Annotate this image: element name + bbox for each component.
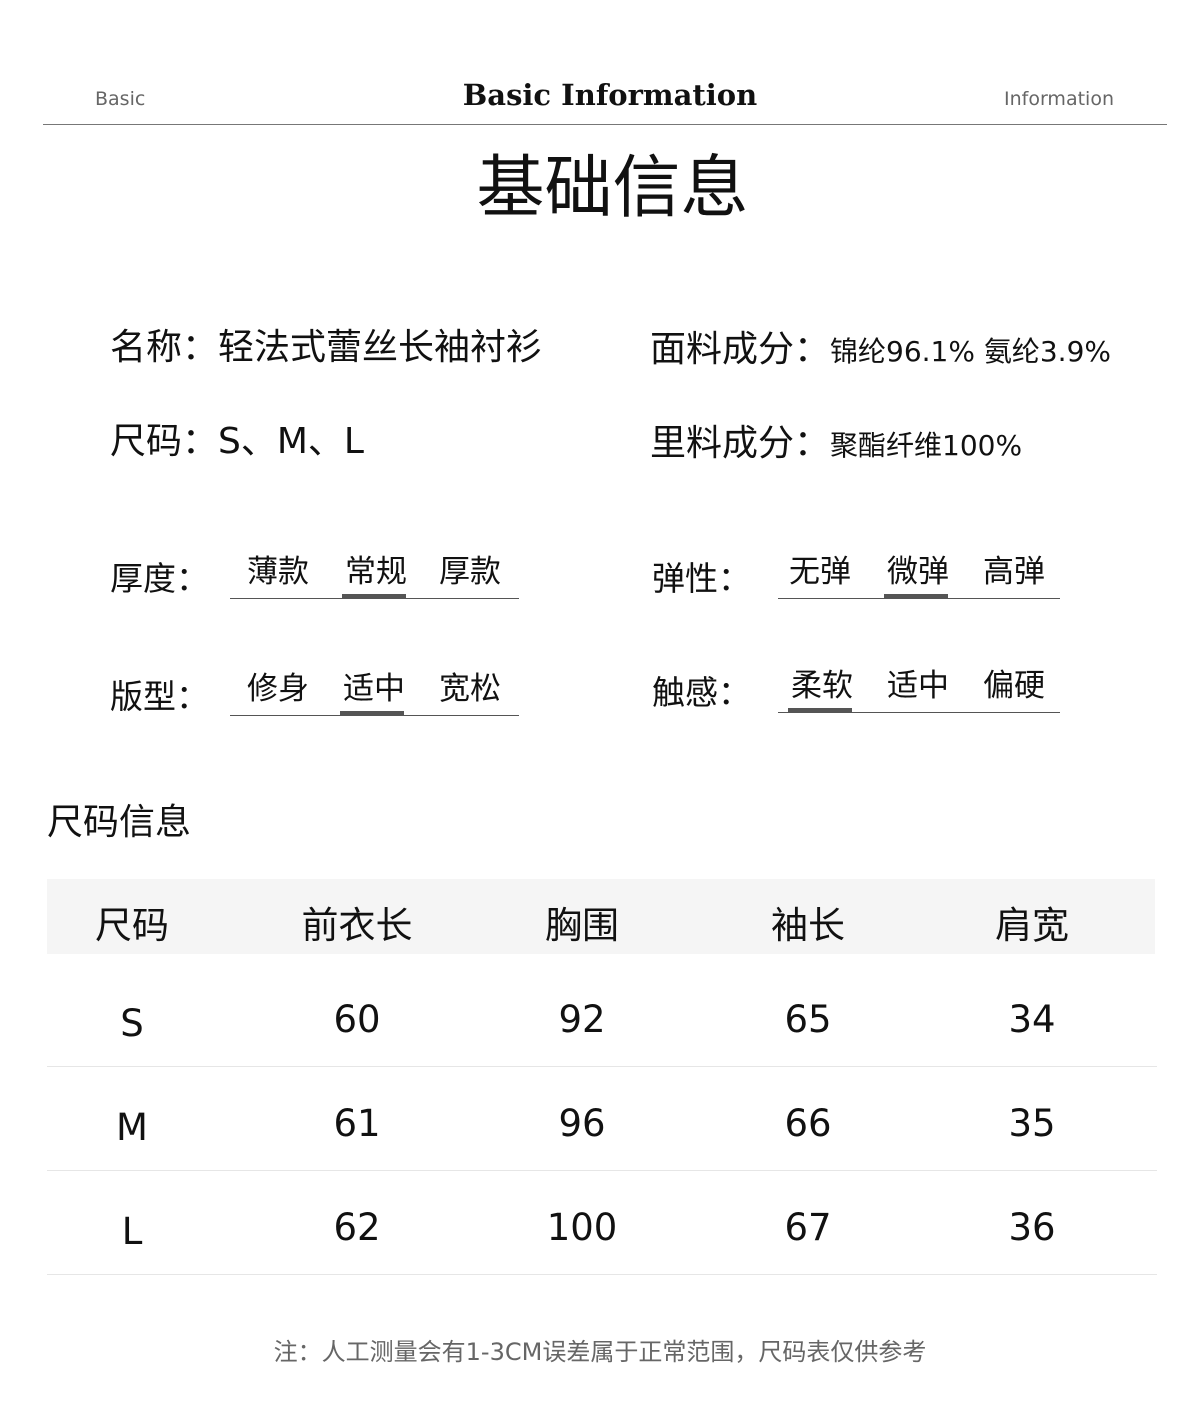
scale-option: 偏硬 xyxy=(983,668,1045,704)
table-cell: M xyxy=(116,1106,148,1149)
scale-selected-marker xyxy=(788,708,852,713)
info-label: 尺码： xyxy=(110,421,219,462)
table-cell: 62 xyxy=(333,1206,381,1249)
table-cell: 96 xyxy=(558,1102,606,1145)
scale-elasticity: 无弹 微弹 高弹 xyxy=(778,546,1060,599)
page-title: 基础信息 xyxy=(476,149,749,228)
info-name: 名称：轻法式蕾丝长袖衬衫 xyxy=(110,318,542,370)
table-cell: 66 xyxy=(784,1102,832,1145)
scale-option: 厚款 xyxy=(439,554,501,590)
scale-option: 宽松 xyxy=(439,671,501,707)
scale-option: 适中 xyxy=(343,671,405,707)
table-header-cell: 尺码 xyxy=(95,904,169,947)
scale-line xyxy=(778,712,1060,713)
info-value: 轻法式蕾丝长袖衬衫 xyxy=(218,327,543,368)
table-cell: 65 xyxy=(784,998,832,1041)
scale-feel: 柔软 适中 偏硬 xyxy=(778,660,1060,713)
scale-label-fit: 版型： xyxy=(110,677,209,716)
table-cell: 67 xyxy=(784,1206,832,1249)
size-section-title: 尺码信息 xyxy=(47,802,192,843)
info-size: 尺码：S、M、L xyxy=(110,412,364,464)
scale-thickness: 薄款 常规 厚款 xyxy=(230,546,519,599)
table-cell: 35 xyxy=(1008,1102,1056,1145)
table-cell: S xyxy=(120,1002,144,1045)
info-label: 名称： xyxy=(110,327,219,368)
table-header-cell: 前衣长 xyxy=(301,904,413,947)
table-row-divider xyxy=(47,1274,1157,1275)
scale-selected-marker xyxy=(340,711,404,716)
scale-option: 微弹 xyxy=(887,554,949,590)
size-table-header xyxy=(47,879,1155,954)
info-label: 面料成分： xyxy=(650,329,831,370)
table-cell: 36 xyxy=(1008,1206,1056,1249)
scale-option: 修身 xyxy=(247,671,309,707)
table-cell: 100 xyxy=(546,1206,618,1249)
header-divider xyxy=(43,124,1167,125)
scale-option: 柔软 xyxy=(791,668,853,704)
info-value: 锦纶96.1% 氨纶3.9% xyxy=(830,335,1112,368)
header-center: Basic Information xyxy=(462,78,758,112)
info-label: 里料成分： xyxy=(650,423,831,464)
info-fabric: 面料成分：锦纶96.1% 氨纶3.9% xyxy=(650,320,1111,372)
table-cell: L xyxy=(121,1210,143,1253)
table-cell: 60 xyxy=(333,998,381,1041)
table-cell: 61 xyxy=(333,1102,381,1145)
scale-option: 适中 xyxy=(887,668,949,704)
scale-selected-marker xyxy=(884,594,948,599)
measurement-note: 注：人工测量会有1-3CM误差属于正常范围，尺码表仅供参考 xyxy=(273,1338,927,1366)
info-lining: 里料成分：聚酯纤维100% xyxy=(650,414,1022,466)
table-cell: 34 xyxy=(1008,998,1056,1041)
header-left: Basic xyxy=(95,88,146,110)
scale-option: 无弹 xyxy=(789,554,851,590)
scale-fit: 修身 适中 宽松 xyxy=(230,663,519,716)
scale-option: 高弹 xyxy=(983,554,1045,590)
scale-label-elasticity: 弹性： xyxy=(652,559,751,598)
scale-label-feel: 触感： xyxy=(652,673,751,712)
table-header-cell: 肩宽 xyxy=(995,904,1069,947)
scale-option: 常规 xyxy=(345,554,407,590)
info-value: S、M、L xyxy=(218,421,364,462)
info-value: 聚酯纤维100% xyxy=(830,429,1023,462)
table-cell: 92 xyxy=(558,998,606,1041)
scale-option: 薄款 xyxy=(247,554,309,590)
table-row-divider xyxy=(47,1066,1157,1067)
scale-label-thickness: 厚度： xyxy=(110,559,209,598)
table-header-cell: 袖长 xyxy=(771,904,845,947)
header-right: Information xyxy=(1004,88,1114,110)
table-row-divider xyxy=(47,1170,1157,1171)
table-header-cell: 胸围 xyxy=(545,904,619,947)
scale-selected-marker xyxy=(342,594,406,599)
